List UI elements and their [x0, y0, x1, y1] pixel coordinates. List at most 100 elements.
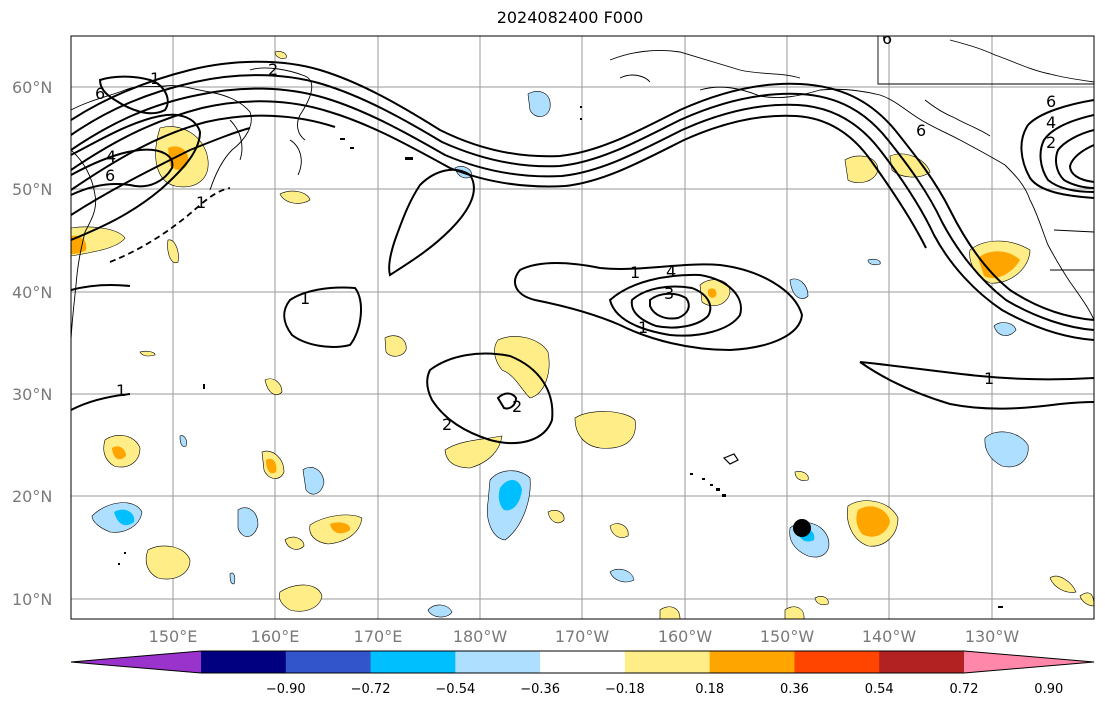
cool-patch [984, 431, 1029, 468]
contour-label: 1 [638, 318, 648, 337]
lat-label-30n: 30°N [12, 385, 52, 404]
warm-patch [444, 435, 503, 469]
lat-label-60n: 60°N [12, 78, 52, 97]
colorbar-tick-label: 0.18 [695, 682, 724, 697]
warm-patch [167, 239, 179, 264]
warm-patch [284, 536, 305, 550]
contour-label: 1 [630, 263, 640, 282]
colorbar: −0.90 −0.72 −0.54 −0.36 −0.18 0.18 0.36 0.54 0.7… [70, 650, 1095, 697]
warm-patch [139, 350, 156, 357]
contour-label: 6 [95, 84, 105, 103]
warm-core [330, 522, 351, 534]
colorbar-segment [455, 651, 541, 673]
lat-label-50n: 50°N [12, 180, 52, 199]
warm-core [856, 506, 890, 537]
contour-label: 4 [666, 262, 676, 281]
contour-label: 1 [196, 193, 206, 212]
latitude-labels: 60°N 50°N 40°N 30°N 20°N 10°N [12, 78, 52, 609]
contour-label: 4 [106, 147, 116, 166]
warm-core [707, 288, 717, 298]
warm-patch [659, 606, 681, 619]
contour-label: 2 [268, 60, 278, 79]
contour-label: 3 [664, 284, 674, 303]
colorbar-extend-low [71, 651, 201, 673]
cool-patch [789, 278, 809, 299]
contour-label: 2 [512, 397, 522, 416]
lat-label-20n: 20°N [12, 487, 52, 506]
contour-label: 1 [150, 69, 160, 88]
cool-patch [993, 322, 1017, 336]
lon-label: 160°E [251, 627, 300, 646]
contour-label: 6 [105, 166, 115, 185]
contour-label: 6 [882, 29, 892, 48]
gridlines [71, 36, 1094, 619]
map-title: 2024082400 F000 [496, 8, 644, 27]
warm-patch [1079, 592, 1094, 607]
cool-core [498, 479, 522, 511]
colorbar-segment [709, 651, 795, 673]
islands [118, 106, 1003, 608]
contour-label: 6 [916, 121, 926, 140]
colorbar-segment [794, 651, 880, 673]
colorbar-tick-label: −0.90 [266, 682, 306, 697]
colorbar-tick-label: 0.36 [780, 682, 809, 697]
lon-label: 180°W [453, 627, 508, 646]
colorbar-segment [624, 651, 711, 673]
warm-patch [264, 378, 283, 395]
lat-label-40n: 40°N [12, 283, 52, 302]
colorbar-tick-label: −0.72 [351, 682, 391, 697]
colorbar-segment [879, 651, 965, 673]
lon-label: 160°W [658, 627, 713, 646]
warm-patch [574, 411, 636, 449]
warm-patch [279, 584, 323, 612]
colorbar-tick-label: 0.72 [950, 682, 979, 697]
warm-patch [814, 596, 829, 606]
colorbar-tick-label: 0.54 [865, 682, 894, 697]
location-marker [793, 519, 811, 537]
cool-patch [179, 435, 187, 447]
colorbar-tick-label: −0.18 [605, 682, 645, 697]
cool-patch [867, 258, 881, 266]
contour-label: 6 [1046, 92, 1056, 111]
lon-label: 150°E [149, 627, 198, 646]
cool-core [114, 509, 135, 526]
lat-label-10n: 10°N [12, 590, 52, 609]
lon-label: 130°W [965, 627, 1020, 646]
contour-lines [71, 60, 1094, 445]
cool-patch [302, 467, 325, 495]
colorbar-tick-label: 0.90 [1034, 682, 1063, 697]
warm-patch [609, 523, 629, 538]
lon-label: 170°E [354, 627, 403, 646]
contour-label: 2 [442, 415, 452, 434]
contour-label: 1 [300, 289, 310, 308]
colorbar-outline [70, 650, 1095, 674]
warm-patch [274, 51, 287, 59]
cool-patch [237, 507, 259, 537]
colorbar-extend-high [964, 651, 1094, 673]
cool-patch [427, 604, 453, 618]
cool-patch [609, 568, 635, 583]
lon-label: 170°W [555, 627, 610, 646]
contour-label: 4 [1046, 113, 1056, 132]
lon-label: 140°W [862, 627, 917, 646]
colorbar-segment [201, 651, 287, 673]
colorbar-segment [370, 651, 456, 673]
dashed-contour [109, 187, 231, 263]
contour-label: 1 [984, 369, 994, 388]
cool-patch [527, 91, 551, 117]
contour-label: 2 [1046, 133, 1056, 152]
contour-label: 1 [116, 381, 126, 400]
lon-label: 150°W [760, 627, 815, 646]
colorbar-segment [540, 651, 626, 673]
warm-patch [279, 190, 311, 204]
warm-core [978, 251, 1020, 279]
warm-patch [1049, 575, 1077, 593]
colorbar-tick-label: −0.54 [435, 682, 475, 697]
warm-core [266, 458, 277, 474]
warm-core [112, 446, 126, 460]
warm-patch [784, 606, 805, 619]
warm-patch [794, 471, 809, 481]
contour-label-group: 6 4 6 1 1 1 1 2 4 3 1 2 1 6 4 2 6 2 1 6 [95, 29, 1056, 434]
map-area: 6 4 6 1 1 1 1 2 4 3 1 2 1 6 4 2 6 2 1 6 [71, 29, 1094, 619]
